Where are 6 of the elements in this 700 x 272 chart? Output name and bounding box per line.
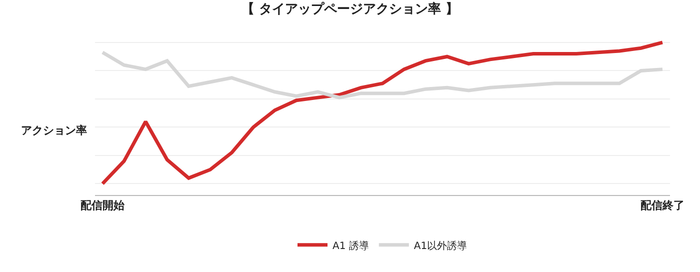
y-axis-title: アクション率 <box>21 124 87 137</box>
x-tick-label: 配信開始 <box>80 199 126 212</box>
chart-title: 【 タイアップページアクション率 】 <box>241 1 459 18</box>
legend-label: A1以外誘導 <box>414 240 468 252</box>
x-tick-label: 配信終了 <box>640 199 684 212</box>
legend-label: A1 誘導 <box>332 240 369 252</box>
